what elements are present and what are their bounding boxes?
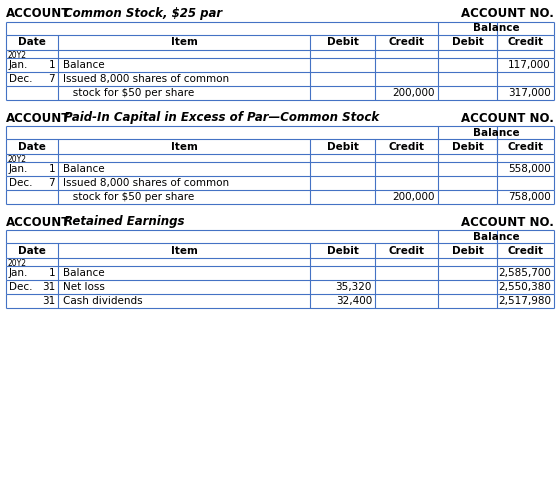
Text: Jan.: Jan. [9, 60, 28, 70]
Text: 31: 31 [42, 282, 55, 292]
Text: Dec.: Dec. [9, 282, 32, 292]
Text: Balance: Balance [63, 164, 105, 174]
Text: 31: 31 [42, 296, 55, 306]
Text: Debit: Debit [326, 141, 358, 152]
Text: 20Y2: 20Y2 [8, 155, 27, 164]
Text: Credit: Credit [388, 38, 425, 47]
Text: Balance: Balance [63, 268, 105, 278]
Text: 1: 1 [49, 268, 55, 278]
Text: 32,400: 32,400 [336, 296, 372, 306]
Text: Credit: Credit [507, 141, 543, 152]
Text: Credit: Credit [388, 246, 425, 255]
Text: 200,000: 200,000 [392, 88, 435, 98]
Text: Date: Date [18, 38, 46, 47]
Text: Jan.: Jan. [9, 268, 28, 278]
Text: Item: Item [171, 38, 198, 47]
Text: Dec.: Dec. [9, 178, 32, 188]
Text: Dec.: Dec. [9, 74, 32, 84]
Text: 317,000: 317,000 [508, 88, 551, 98]
Text: Debit: Debit [326, 38, 358, 47]
Text: Credit: Credit [507, 246, 543, 255]
Text: Balance: Balance [63, 60, 105, 70]
Text: Date: Date [18, 141, 46, 152]
Text: stock for $50 per share: stock for $50 per share [63, 88, 194, 98]
Text: Paid-In Capital in Excess of Par—Common Stock: Paid-In Capital in Excess of Par—Common … [64, 112, 379, 124]
Text: Balance: Balance [473, 24, 519, 34]
Text: 2,550,380: 2,550,380 [498, 282, 551, 292]
Text: Jan.: Jan. [9, 164, 28, 174]
Text: ACCOUNT NO.: ACCOUNT NO. [461, 112, 554, 124]
Text: 35,320: 35,320 [335, 282, 372, 292]
Text: Net loss: Net loss [63, 282, 105, 292]
Text: Balance: Balance [473, 232, 519, 242]
Text: Date: Date [18, 246, 46, 255]
Text: ACCOUNT: ACCOUNT [6, 7, 70, 20]
Text: 20Y2: 20Y2 [8, 259, 27, 268]
Text: Item: Item [171, 246, 198, 255]
Text: 200,000: 200,000 [392, 192, 435, 202]
Text: 1: 1 [49, 60, 55, 70]
Text: Issued 8,000 shares of common: Issued 8,000 shares of common [63, 178, 229, 188]
Text: 1: 1 [49, 164, 55, 174]
Text: 2,517,980: 2,517,980 [498, 296, 551, 306]
Text: Balance: Balance [473, 127, 519, 137]
Text: Retained Earnings: Retained Earnings [64, 215, 185, 229]
Text: ACCOUNT NO.: ACCOUNT NO. [461, 7, 554, 20]
Text: Cash dividends: Cash dividends [63, 296, 143, 306]
Text: Credit: Credit [388, 141, 425, 152]
Text: 117,000: 117,000 [508, 60, 551, 70]
Text: Debit: Debit [451, 141, 483, 152]
Text: 2,585,700: 2,585,700 [498, 268, 551, 278]
Text: Common Stock, $25 par: Common Stock, $25 par [64, 7, 222, 20]
Text: Item: Item [171, 141, 198, 152]
Text: 758,000: 758,000 [508, 192, 551, 202]
Text: Debit: Debit [326, 246, 358, 255]
Text: 7: 7 [49, 74, 55, 84]
Text: ACCOUNT NO.: ACCOUNT NO. [461, 215, 554, 229]
Text: stock for $50 per share: stock for $50 per share [63, 192, 194, 202]
Text: Issued 8,000 shares of common: Issued 8,000 shares of common [63, 74, 229, 84]
Text: ACCOUNT: ACCOUNT [6, 112, 70, 124]
Text: 558,000: 558,000 [508, 164, 551, 174]
Text: Debit: Debit [451, 38, 483, 47]
Text: ACCOUNT: ACCOUNT [6, 215, 70, 229]
Text: Credit: Credit [507, 38, 543, 47]
Text: 7: 7 [49, 178, 55, 188]
Text: Debit: Debit [451, 246, 483, 255]
Text: 20Y2: 20Y2 [8, 51, 27, 60]
